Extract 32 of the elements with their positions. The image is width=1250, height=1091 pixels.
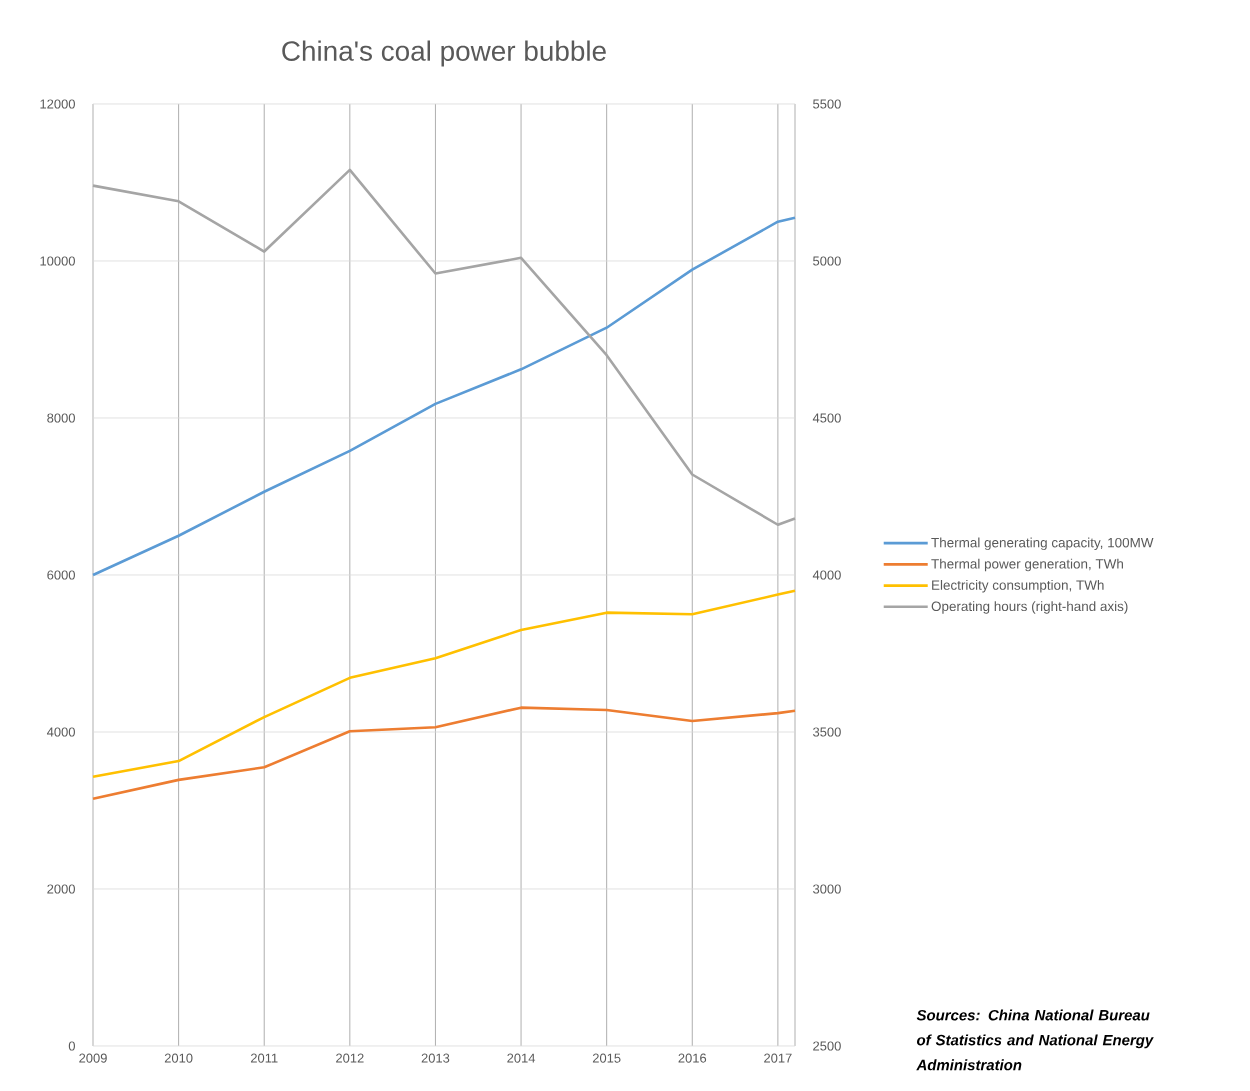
- x-tick-label: 2011: [250, 1053, 278, 1063]
- y2-tick-label: 5500: [813, 99, 841, 109]
- x-tick-label: 2015: [592, 1053, 621, 1063]
- y2-tick-label: 4000: [812, 570, 841, 580]
- x-tick-label: 2009: [79, 1053, 107, 1063]
- line-series: [91, 216, 797, 577]
- line-series: [91, 589, 797, 779]
- source-note: Sources: China National Bureau of Statistics and National Energy Administration: [916, 1009, 1154, 1071]
- legend-label: Electricity consumption, TWh: [932, 579, 1104, 593]
- legend-label: Operating hours (right-hand axis): [931, 601, 1128, 614]
- y-tick-label: 4000: [46, 727, 75, 737]
- line-series: [91, 706, 797, 801]
- y-tick-label: 0: [68, 1041, 75, 1051]
- y-tick-label: 12000: [40, 99, 75, 109]
- x-tick-label: 2012: [336, 1053, 364, 1063]
- legend-label: Thermal generating capacity, 100MW: [931, 537, 1154, 551]
- y-tick-label: 6000: [47, 570, 75, 580]
- x-tick-label: 2013: [421, 1053, 450, 1063]
- y-tick-label: 2000: [47, 884, 75, 894]
- y-tick-label: 10000: [40, 256, 75, 266]
- y2-tick-label: 2500: [813, 1041, 841, 1051]
- x-tick-label: 2010: [164, 1053, 193, 1063]
- y2-tick-label: 4500: [812, 413, 841, 423]
- y2-tick-label: 3500: [813, 727, 841, 737]
- legend-label: Thermal power generation, TWh: [931, 558, 1123, 572]
- y-tick-label: 8000: [47, 413, 75, 423]
- y2-tick-label: 3000: [813, 884, 841, 894]
- y2-tick-label: 5000: [813, 256, 841, 266]
- chart-title: China's coal power bubble: [282, 40, 606, 67]
- x-tick-label: 2017: [764, 1053, 792, 1063]
- x-tick-label: 2016: [678, 1053, 707, 1063]
- x-tick-label: 2014: [507, 1053, 536, 1063]
